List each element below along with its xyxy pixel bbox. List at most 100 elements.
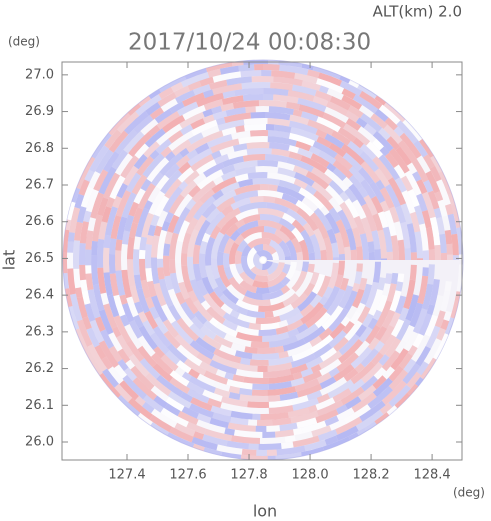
echo-cell: [220, 181, 240, 195]
echo-cell: [372, 377, 393, 397]
echo-cell: [199, 325, 217, 340]
echo-cell: [189, 340, 215, 360]
echo-cell: [360, 143, 377, 161]
echo-cell: [151, 408, 178, 428]
echo-cell: [379, 324, 395, 345]
echo-cell: [177, 410, 199, 425]
echo-cell: [155, 174, 170, 190]
echo-cell: [238, 136, 268, 145]
echo-cell: [238, 201, 267, 213]
echo-cell: [75, 287, 83, 298]
echo-cell: [393, 126, 404, 137]
echo-cell: [247, 171, 268, 180]
echo-cell: [153, 326, 172, 348]
echo-cell: [390, 235, 399, 260]
echo-cell: [159, 152, 183, 176]
echo-cell: [116, 216, 128, 241]
echo-cell: [301, 80, 321, 91]
echo-cell: [219, 145, 235, 156]
echo-cell: [336, 352, 359, 373]
echo-cell: [76, 206, 87, 223]
echo-cell: [244, 123, 267, 132]
echo-cell: [191, 180, 217, 203]
echo-cell: [297, 291, 317, 312]
echo-cell: [192, 443, 205, 451]
x-tick-label: 127.4: [108, 468, 145, 483]
echo-cell: [300, 367, 314, 378]
echo-cell: [443, 310, 452, 322]
echo-cell: [302, 222, 315, 237]
echo-cell: [180, 124, 194, 136]
echo-cell: [190, 119, 218, 136]
echo-cell: [115, 190, 132, 217]
echo-cell: [129, 222, 139, 238]
echo-cell: [252, 178, 280, 186]
echo-cell: [347, 140, 364, 156]
echo-cell: [180, 391, 193, 403]
echo-cell: [323, 286, 334, 299]
echo-cell: [394, 177, 407, 193]
echo-cell: [250, 341, 270, 349]
echo-cell: [278, 350, 289, 359]
echo-cell: [248, 443, 259, 450]
echo-cell: [440, 290, 451, 312]
echo-cell: [246, 309, 265, 319]
echo-cell: [186, 134, 214, 153]
echo-cell: [94, 316, 106, 332]
echo-cell: [287, 341, 313, 357]
echo-cell: [133, 314, 144, 329]
echo-cell: [398, 352, 413, 370]
echo-cell: [345, 110, 360, 123]
echo-cell: [242, 153, 266, 162]
echo-cell: [354, 363, 365, 373]
echo-cell: [76, 319, 93, 347]
echo-cell: [188, 368, 200, 379]
echo-cell: [364, 421, 377, 432]
echo-cell: [150, 422, 161, 431]
echo-cell: [258, 100, 287, 108]
echo-cell: [173, 206, 191, 235]
echo-cell: [262, 289, 284, 301]
echo-cell: [85, 230, 94, 250]
echo-cell: [356, 302, 366, 314]
echo-cell: [289, 363, 308, 375]
echo-cell: [295, 140, 312, 152]
echo-cell: [381, 350, 400, 372]
echo-cell: [187, 290, 199, 303]
echo-cell: [374, 412, 390, 425]
echo-cell: [273, 124, 292, 133]
echo-cell: [257, 190, 284, 199]
echo-cell: [275, 429, 294, 438]
echo-cell: [372, 375, 387, 390]
echo-cell: [174, 85, 190, 98]
echo-cell: [279, 391, 299, 401]
echo-cell: [143, 200, 153, 211]
echo-cell: [291, 270, 308, 293]
echo-cell: [229, 404, 257, 414]
echo-cell: [298, 239, 309, 260]
echo-cell: [207, 398, 222, 408]
echo-cell: [141, 212, 154, 238]
echo-cell: [228, 392, 241, 400]
echo-cell: [349, 310, 362, 325]
plot-frame: [61, 61, 463, 461]
echo-cell: [278, 179, 302, 193]
echo-cell: [106, 196, 115, 209]
y-axis-label: lat: [0, 250, 19, 271]
echo-cell: [147, 280, 157, 298]
echo-cell: [407, 383, 419, 396]
echo-cell: [113, 315, 132, 344]
echo-cell: [266, 425, 280, 432]
echo-cell: [369, 181, 386, 204]
echo-cell: [363, 123, 377, 136]
echo-cell: [319, 295, 329, 306]
echo-cell: [394, 392, 411, 409]
echo-cell: [405, 294, 419, 322]
echo-cell: [258, 443, 282, 450]
echo-cell: [235, 125, 245, 133]
echo-cell: [152, 363, 173, 383]
echo-cell: [277, 161, 295, 171]
echo-cell: [169, 370, 190, 387]
echo-cell: [108, 130, 129, 153]
echo-cell: [211, 176, 237, 194]
